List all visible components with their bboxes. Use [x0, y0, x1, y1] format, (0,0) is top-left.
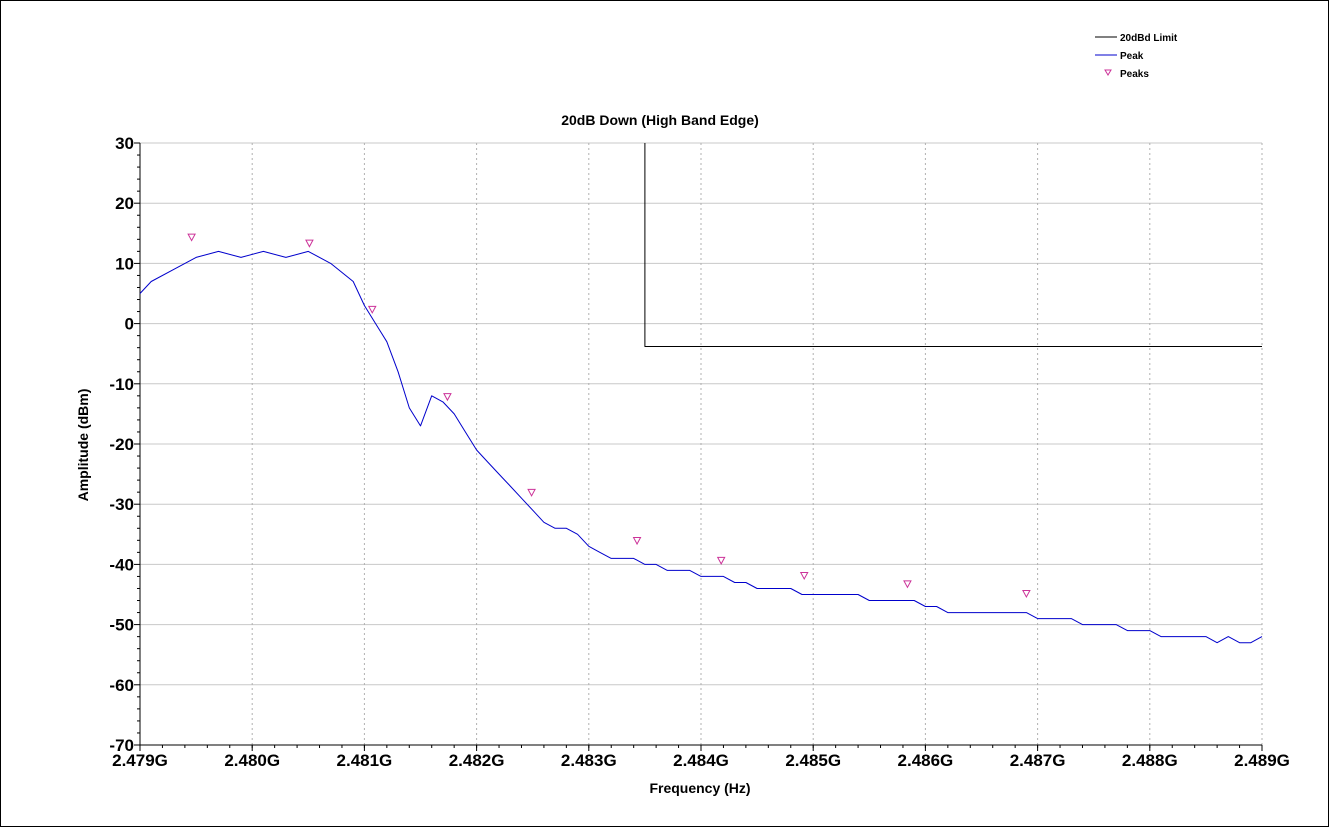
chart-title: 20dB Down (High Band Edge)	[561, 112, 759, 128]
legend-label: Peak	[1120, 51, 1144, 62]
y-tick-label: -60	[109, 676, 134, 695]
peak-trace-line	[139, 250, 1263, 644]
legend-label: 20dBd Limit	[1120, 33, 1178, 44]
peak-marker	[367, 305, 377, 314]
legend-label: Peaks	[1120, 69, 1149, 80]
y-tick-label: -40	[109, 555, 134, 574]
peak-marker	[187, 233, 196, 242]
x-tick-label: 2.488G	[1122, 751, 1178, 770]
y-tick-label: 20	[115, 194, 134, 213]
y-axis-label: Amplitude (dBm)	[75, 389, 91, 502]
legend: 20dBd Limit Peak Peaks	[1095, 33, 1178, 80]
x-axis-label: Frequency (Hz)	[649, 780, 750, 796]
legend-peaks-marker	[1104, 69, 1112, 76]
peak-marker	[903, 580, 912, 589]
grid-lines	[140, 142, 1263, 745]
peak-marker	[799, 571, 809, 580]
x-tick-label: 2.484G	[673, 751, 729, 770]
y-tick-label: 0	[125, 315, 134, 334]
y-tick-label: -70	[109, 736, 134, 755]
peak-marker	[716, 556, 726, 565]
y-tick-label: -30	[109, 495, 134, 514]
x-tick-label: 2.481G	[337, 751, 393, 770]
y-tick-label: -50	[109, 616, 134, 635]
x-tick-label: 2.487G	[1010, 751, 1066, 770]
plot-series	[139, 143, 1263, 644]
peak-marker	[527, 488, 536, 497]
y-tick-label: -10	[109, 375, 134, 394]
peak-marker	[443, 393, 452, 402]
peak-marker	[632, 537, 642, 546]
y-tick-label: 30	[115, 134, 134, 153]
x-tick-label: 2.482G	[449, 751, 505, 770]
x-tick-label: 2.489G	[1234, 751, 1290, 770]
y-tick-label: 10	[115, 254, 134, 273]
limit-line	[644, 143, 1262, 347]
x-tick-label: 2.480G	[224, 751, 280, 770]
x-tick-label: 2.485G	[785, 751, 841, 770]
x-tick-label: 2.479G	[112, 751, 168, 770]
axes: 30 20 10 0 -10 -20 -30 -40 -50 -60 -702.479G 2.480G…	[109, 134, 1289, 770]
x-tick-label: 2.483G	[561, 751, 617, 770]
x-tick-label: 2.486G	[898, 751, 954, 770]
y-tick-label: -20	[109, 435, 134, 454]
peak-marker	[305, 239, 314, 248]
peak-marker	[1022, 590, 1031, 599]
